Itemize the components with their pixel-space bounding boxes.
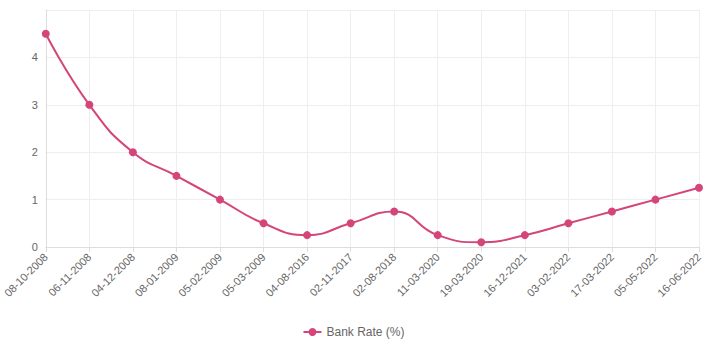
- svg-text:08-10-2008: 08-10-2008: [2, 251, 50, 299]
- svg-text:16-06-2022: 16-06-2022: [655, 251, 703, 299]
- svg-text:05-05-2022: 05-05-2022: [611, 251, 659, 299]
- svg-text:06-11-2008: 06-11-2008: [46, 251, 94, 299]
- svg-text:04-12-2008: 04-12-2008: [89, 251, 137, 299]
- svg-text:05-02-2009: 05-02-2009: [176, 251, 224, 299]
- svg-text:2: 2: [32, 146, 38, 158]
- svg-text:3: 3: [32, 99, 38, 111]
- svg-text:1: 1: [32, 194, 38, 206]
- svg-text:11-03-2020: 11-03-2020: [394, 251, 442, 299]
- svg-text:02-08-2018: 02-08-2018: [350, 251, 398, 299]
- svg-text:05-03-2009: 05-03-2009: [220, 251, 268, 299]
- svg-text:0: 0: [32, 241, 38, 253]
- svg-text:08-01-2009: 08-01-2009: [132, 251, 180, 299]
- svg-text:19-03-2020: 19-03-2020: [437, 251, 485, 299]
- svg-text:02-11-2017: 02-11-2017: [307, 251, 355, 299]
- svg-text:16-12-2021: 16-12-2021: [481, 251, 529, 299]
- svg-text:03-02-2022: 03-02-2022: [524, 251, 572, 299]
- svg-text:04-08-2016: 04-08-2016: [263, 251, 311, 299]
- svg-text:4: 4: [32, 51, 38, 63]
- svg-text:17-03-2022: 17-03-2022: [568, 251, 616, 299]
- svg-text:Bank Rate (%): Bank Rate (%): [326, 325, 404, 339]
